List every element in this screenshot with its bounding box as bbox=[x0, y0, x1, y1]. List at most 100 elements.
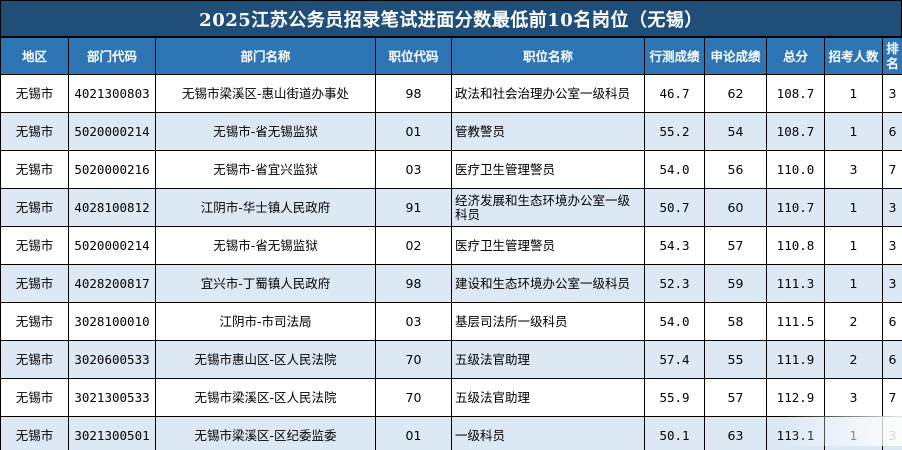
position-code-cell[interactable]: 03 bbox=[375, 302, 452, 341]
rank-cell[interactable]: 3 bbox=[882, 74, 902, 113]
xingce-score-cell[interactable]: 52.3 bbox=[644, 264, 705, 303]
xingce-score-cell[interactable]: 46.7 bbox=[644, 74, 705, 113]
xingce-score-cell[interactable]: 50.1 bbox=[644, 416, 705, 450]
total-score-cell[interactable]: 113.1 bbox=[766, 416, 825, 450]
recruit-count-cell[interactable]: 1 bbox=[824, 226, 883, 265]
region-cell[interactable]: 无锡市 bbox=[0, 378, 69, 417]
rank-cell[interactable]: 3 bbox=[882, 226, 902, 265]
shenlun-score-cell[interactable]: 55 bbox=[704, 340, 767, 379]
position-name-cell[interactable]: 经济发展和生态环境办公室一级科员 bbox=[451, 188, 645, 227]
dept-name-cell[interactable]: 无锡市梁溪区-区人民法院 bbox=[155, 378, 376, 417]
position-code-cell[interactable]: 03 bbox=[375, 150, 452, 189]
position-name-cell[interactable]: 基层司法所一级科员 bbox=[451, 302, 645, 341]
dept-code-cell[interactable]: 3028100010 bbox=[68, 302, 156, 341]
region-cell[interactable]: 无锡市 bbox=[0, 150, 69, 189]
region-cell[interactable]: 无锡市 bbox=[0, 302, 69, 341]
recruit-count-cell[interactable]: 1 bbox=[824, 188, 883, 227]
shenlun-score-cell[interactable]: 58 bbox=[704, 302, 767, 341]
dept-name-cell[interactable]: 无锡市-省宜兴监狱 bbox=[155, 150, 376, 189]
position-name-cell[interactable]: 管教警员 bbox=[451, 112, 645, 151]
position-name-cell[interactable]: 建设和生态环境办公室一级科员 bbox=[451, 264, 645, 303]
dept-name-cell[interactable]: 无锡市惠山区-区人民法院 bbox=[155, 340, 376, 379]
recruit-count-cell[interactable]: 3 bbox=[824, 150, 883, 189]
region-cell[interactable]: 无锡市 bbox=[0, 74, 69, 113]
dept-name-cell[interactable]: 无锡市-省无锡监狱 bbox=[155, 112, 376, 151]
xingce-score-cell[interactable]: 54.3 bbox=[644, 226, 705, 265]
dept-code-cell[interactable]: 3021300501 bbox=[68, 416, 156, 450]
rank-cell[interactable]: 7 bbox=[882, 150, 902, 189]
dept-name-cell[interactable]: 无锡市梁溪区-区纪委监委 bbox=[155, 416, 376, 450]
dept-name-cell[interactable]: 江阴市-市司法局 bbox=[155, 302, 376, 341]
xingce-score-cell[interactable]: 54.0 bbox=[644, 150, 705, 189]
position-code-cell[interactable]: 01 bbox=[375, 416, 452, 450]
region-cell[interactable]: 无锡市 bbox=[0, 340, 69, 379]
position-code-cell[interactable]: 98 bbox=[375, 74, 452, 113]
dept-name-cell[interactable]: 江阴市-华士镇人民政府 bbox=[155, 188, 376, 227]
total-score-cell[interactable]: 111.5 bbox=[766, 302, 825, 341]
region-cell[interactable]: 无锡市 bbox=[0, 416, 69, 450]
recruit-count-cell[interactable]: 2 bbox=[824, 302, 883, 341]
xingce-score-cell[interactable]: 55.9 bbox=[644, 378, 705, 417]
dept-name-cell[interactable]: 宜兴市-丁蜀镇人民政府 bbox=[155, 264, 376, 303]
dept-code-cell[interactable]: 3020600533 bbox=[68, 340, 156, 379]
position-name-cell[interactable]: 医疗卫生管理警员 bbox=[451, 226, 645, 265]
position-code-cell[interactable]: 98 bbox=[375, 264, 452, 303]
xingce-score-cell[interactable]: 50.7 bbox=[644, 188, 705, 227]
position-code-cell[interactable]: 02 bbox=[375, 226, 452, 265]
rank-cell[interactable]: 3 bbox=[882, 416, 902, 450]
dept-code-cell[interactable]: 4028100812 bbox=[68, 188, 156, 227]
shenlun-score-cell[interactable]: 60 bbox=[704, 188, 767, 227]
total-score-cell[interactable]: 110.7 bbox=[766, 188, 825, 227]
shenlun-score-cell[interactable]: 59 bbox=[704, 264, 767, 303]
dept-code-cell[interactable]: 4021300803 bbox=[68, 74, 156, 113]
shenlun-score-cell[interactable]: 62 bbox=[704, 74, 767, 113]
dept-code-cell[interactable]: 5020000214 bbox=[68, 226, 156, 265]
shenlun-score-cell[interactable]: 54 bbox=[704, 112, 767, 151]
dept-name-cell[interactable]: 无锡市梁溪区-惠山街道办事处 bbox=[155, 74, 376, 113]
total-score-cell[interactable]: 112.9 bbox=[766, 378, 825, 417]
total-score-cell[interactable]: 110.0 bbox=[766, 150, 825, 189]
region-cell[interactable]: 无锡市 bbox=[0, 188, 69, 227]
shenlun-score-cell[interactable]: 63 bbox=[704, 416, 767, 450]
position-code-cell[interactable]: 70 bbox=[375, 378, 452, 417]
position-name-cell[interactable]: 一级科员 bbox=[451, 416, 645, 450]
rank-cell[interactable]: 6 bbox=[882, 112, 902, 151]
region-cell[interactable]: 无锡市 bbox=[0, 226, 69, 265]
xingce-score-cell[interactable]: 57.4 bbox=[644, 340, 705, 379]
position-code-cell[interactable]: 70 bbox=[375, 340, 452, 379]
xingce-score-cell[interactable]: 54.0 bbox=[644, 302, 705, 341]
position-name-cell[interactable]: 五级法官助理 bbox=[451, 340, 645, 379]
dept-name-cell[interactable]: 无锡市-省无锡监狱 bbox=[155, 226, 376, 265]
position-code-cell[interactable]: 91 bbox=[375, 188, 452, 227]
dept-code-cell[interactable]: 3021300533 bbox=[68, 378, 156, 417]
rank-cell[interactable]: 6 bbox=[882, 302, 902, 341]
total-score-cell[interactable]: 111.3 bbox=[766, 264, 825, 303]
total-score-cell[interactable]: 110.8 bbox=[766, 226, 825, 265]
recruit-count-cell[interactable]: 1 bbox=[824, 416, 883, 450]
shenlun-score-cell[interactable]: 57 bbox=[704, 378, 767, 417]
shenlun-score-cell[interactable]: 56 bbox=[704, 150, 767, 189]
recruit-count-cell[interactable]: 1 bbox=[824, 74, 883, 113]
xingce-score-cell[interactable]: 55.2 bbox=[644, 112, 705, 151]
rank-cell[interactable]: 3 bbox=[882, 264, 902, 303]
total-score-cell[interactable]: 108.7 bbox=[766, 112, 825, 151]
total-score-cell[interactable]: 111.9 bbox=[766, 340, 825, 379]
position-name-cell[interactable]: 政法和社会治理办公室一级科员 bbox=[451, 74, 645, 113]
position-name-cell[interactable]: 医疗卫生管理警员 bbox=[451, 150, 645, 189]
region-cell[interactable]: 无锡市 bbox=[0, 264, 69, 303]
region-cell[interactable]: 无锡市 bbox=[0, 112, 69, 151]
recruit-count-cell[interactable]: 3 bbox=[824, 378, 883, 417]
rank-cell[interactable]: 3 bbox=[882, 188, 902, 227]
rank-cell[interactable]: 7 bbox=[882, 378, 902, 417]
dept-code-cell[interactable]: 5020000216 bbox=[68, 150, 156, 189]
shenlun-score-cell[interactable]: 57 bbox=[704, 226, 767, 265]
recruit-count-cell[interactable]: 1 bbox=[824, 264, 883, 303]
rank-cell[interactable]: 6 bbox=[882, 340, 902, 379]
total-score-cell[interactable]: 108.7 bbox=[766, 74, 825, 113]
dept-code-cell[interactable]: 4028200817 bbox=[68, 264, 156, 303]
recruit-count-cell[interactable]: 2 bbox=[824, 340, 883, 379]
position-code-cell[interactable]: 01 bbox=[375, 112, 452, 151]
position-name-cell[interactable]: 五级法官助理 bbox=[451, 378, 645, 417]
dept-code-cell[interactable]: 5020000214 bbox=[68, 112, 156, 151]
recruit-count-cell[interactable]: 1 bbox=[824, 112, 883, 151]
